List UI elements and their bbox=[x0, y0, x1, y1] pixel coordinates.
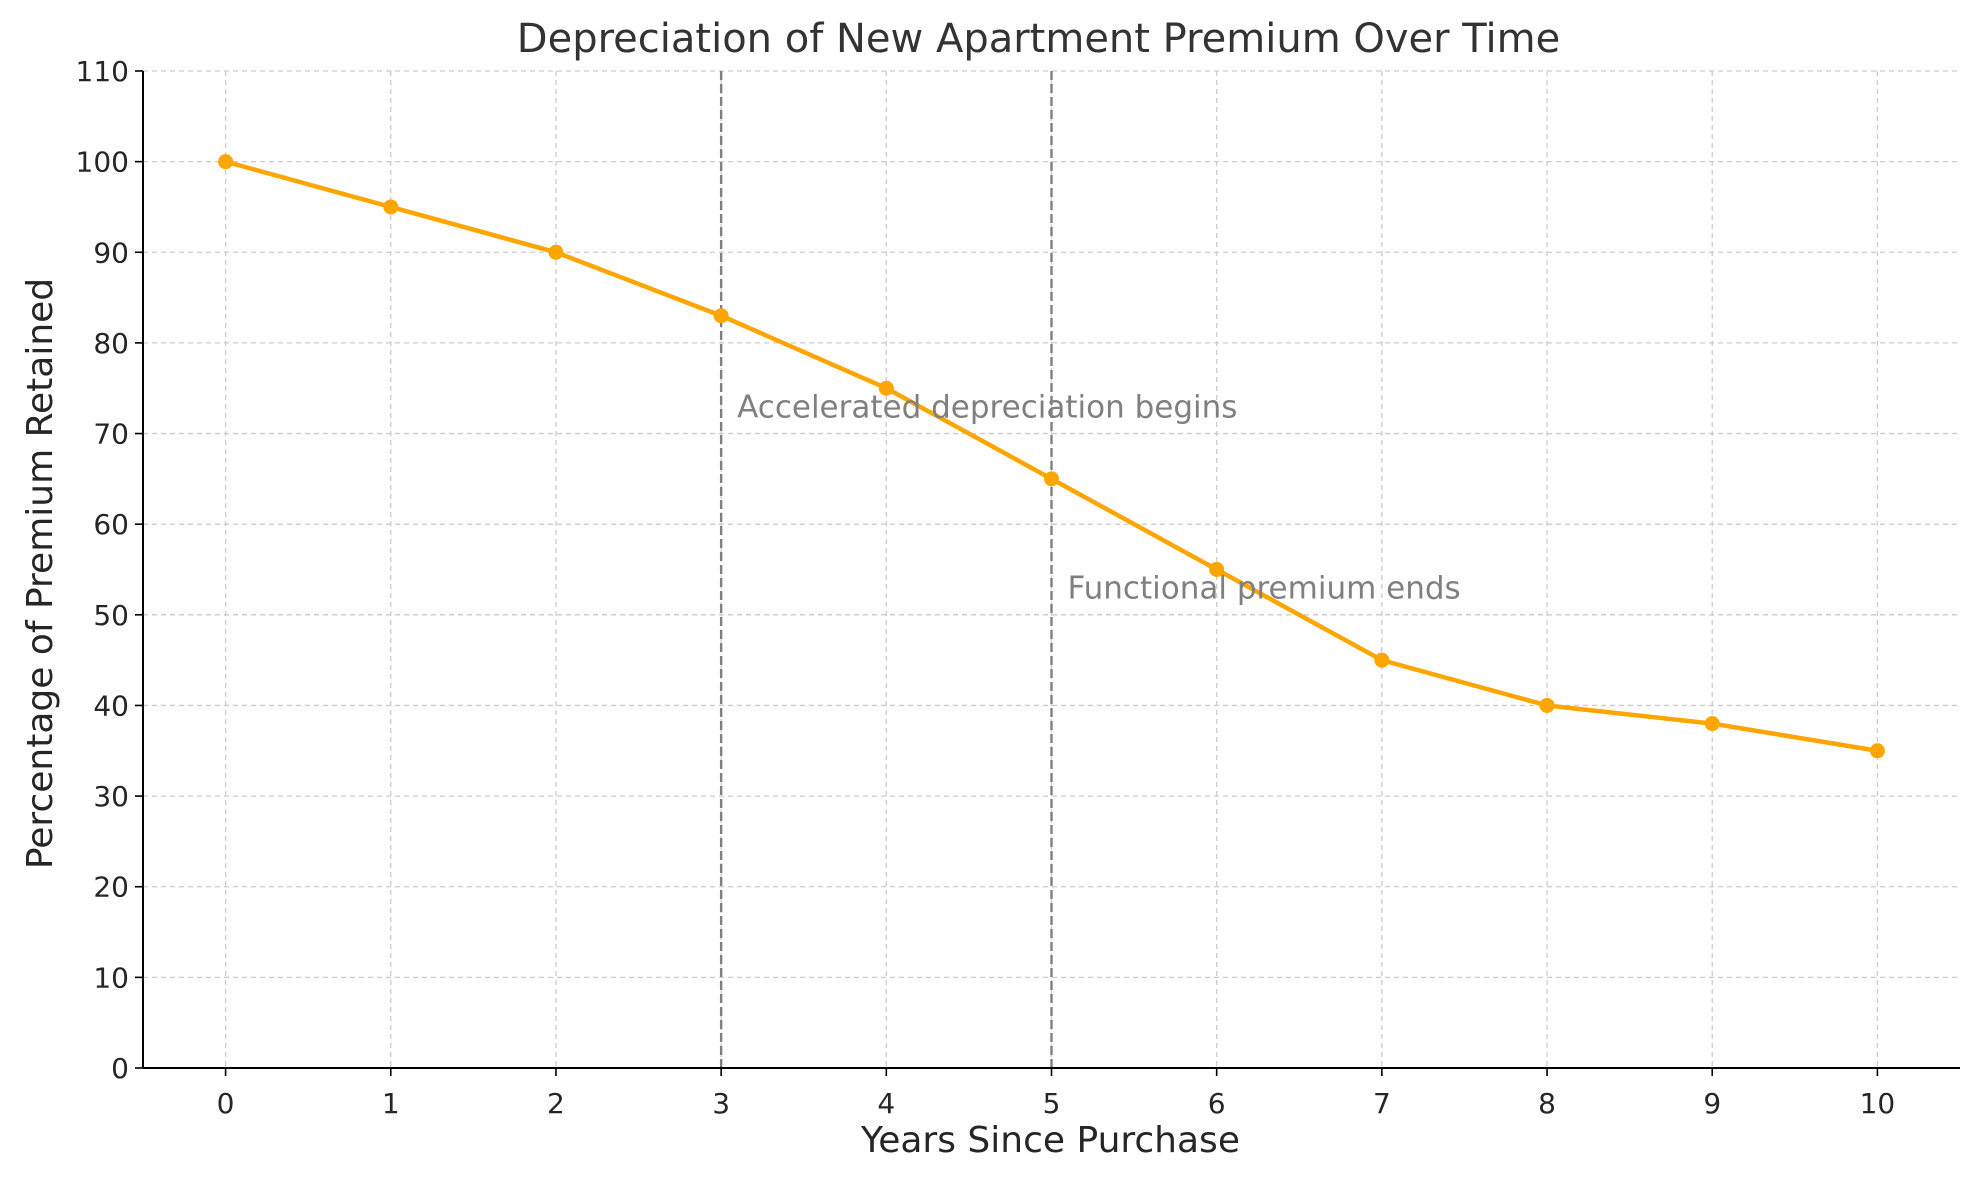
y-tick-label: 70 bbox=[93, 418, 129, 451]
x-tick-label: 4 bbox=[877, 1087, 895, 1120]
y-tick-label: 40 bbox=[93, 689, 129, 722]
data-point bbox=[1374, 652, 1390, 668]
x-tick-label: 10 bbox=[1860, 1087, 1896, 1120]
annotation-label: Accelerated depreciation begins bbox=[737, 389, 1237, 425]
data-point bbox=[1869, 743, 1885, 759]
data-point bbox=[713, 308, 729, 324]
data-point bbox=[1044, 471, 1059, 487]
data-point bbox=[1209, 562, 1225, 577]
y-tick-label: 100 bbox=[76, 146, 129, 179]
y-tick-label: 110 bbox=[76, 55, 129, 88]
reference-lines bbox=[719, 71, 1053, 1068]
y-tick-label: 30 bbox=[93, 780, 129, 813]
chart-title: Depreciation of New Apartment Premium Ov… bbox=[517, 16, 1560, 62]
y-tick-label: 10 bbox=[93, 961, 129, 994]
x-tick-label: 5 bbox=[1043, 1087, 1061, 1120]
data-point bbox=[383, 199, 399, 215]
x-tick-label: 7 bbox=[1373, 1087, 1391, 1120]
y-tick-label: 0 bbox=[111, 1052, 129, 1085]
y-tick-label: 80 bbox=[93, 327, 129, 360]
y-tick-label: 50 bbox=[93, 599, 129, 632]
x-tick-label: 6 bbox=[1208, 1087, 1226, 1120]
x-axis-title: Years Since Purchase bbox=[860, 1120, 1240, 1161]
annotations: Accelerated depreciation begins Functiona… bbox=[737, 389, 1461, 606]
x-tick-label: 1 bbox=[382, 1087, 400, 1120]
y-axis-title: Percentage of Premium Retained bbox=[20, 278, 61, 869]
data-point bbox=[1704, 716, 1720, 732]
x-tick-label: 9 bbox=[1703, 1087, 1721, 1120]
y-tick-label: 20 bbox=[93, 871, 129, 904]
y-ticks: 0 10 20 30 40 50 60 70 80 90 100 110 bbox=[76, 55, 143, 1085]
y-tick-label: 90 bbox=[93, 236, 129, 269]
x-ticks: 0 1 2 3 4 5 6 7 8 9 10 bbox=[217, 1068, 1896, 1120]
x-tick-label: 3 bbox=[712, 1087, 730, 1120]
data-point bbox=[878, 380, 894, 396]
x-tick-label: 8 bbox=[1538, 1087, 1556, 1120]
data-point bbox=[1539, 697, 1555, 713]
data-point bbox=[548, 244, 564, 260]
x-tick-label: 0 bbox=[217, 1087, 235, 1120]
annotation-label: Functional premium ends bbox=[1068, 571, 1461, 607]
y-tick-label: 60 bbox=[93, 508, 129, 541]
x-tick-label: 2 bbox=[547, 1087, 565, 1120]
data-point bbox=[218, 154, 234, 170]
series bbox=[218, 154, 1885, 759]
